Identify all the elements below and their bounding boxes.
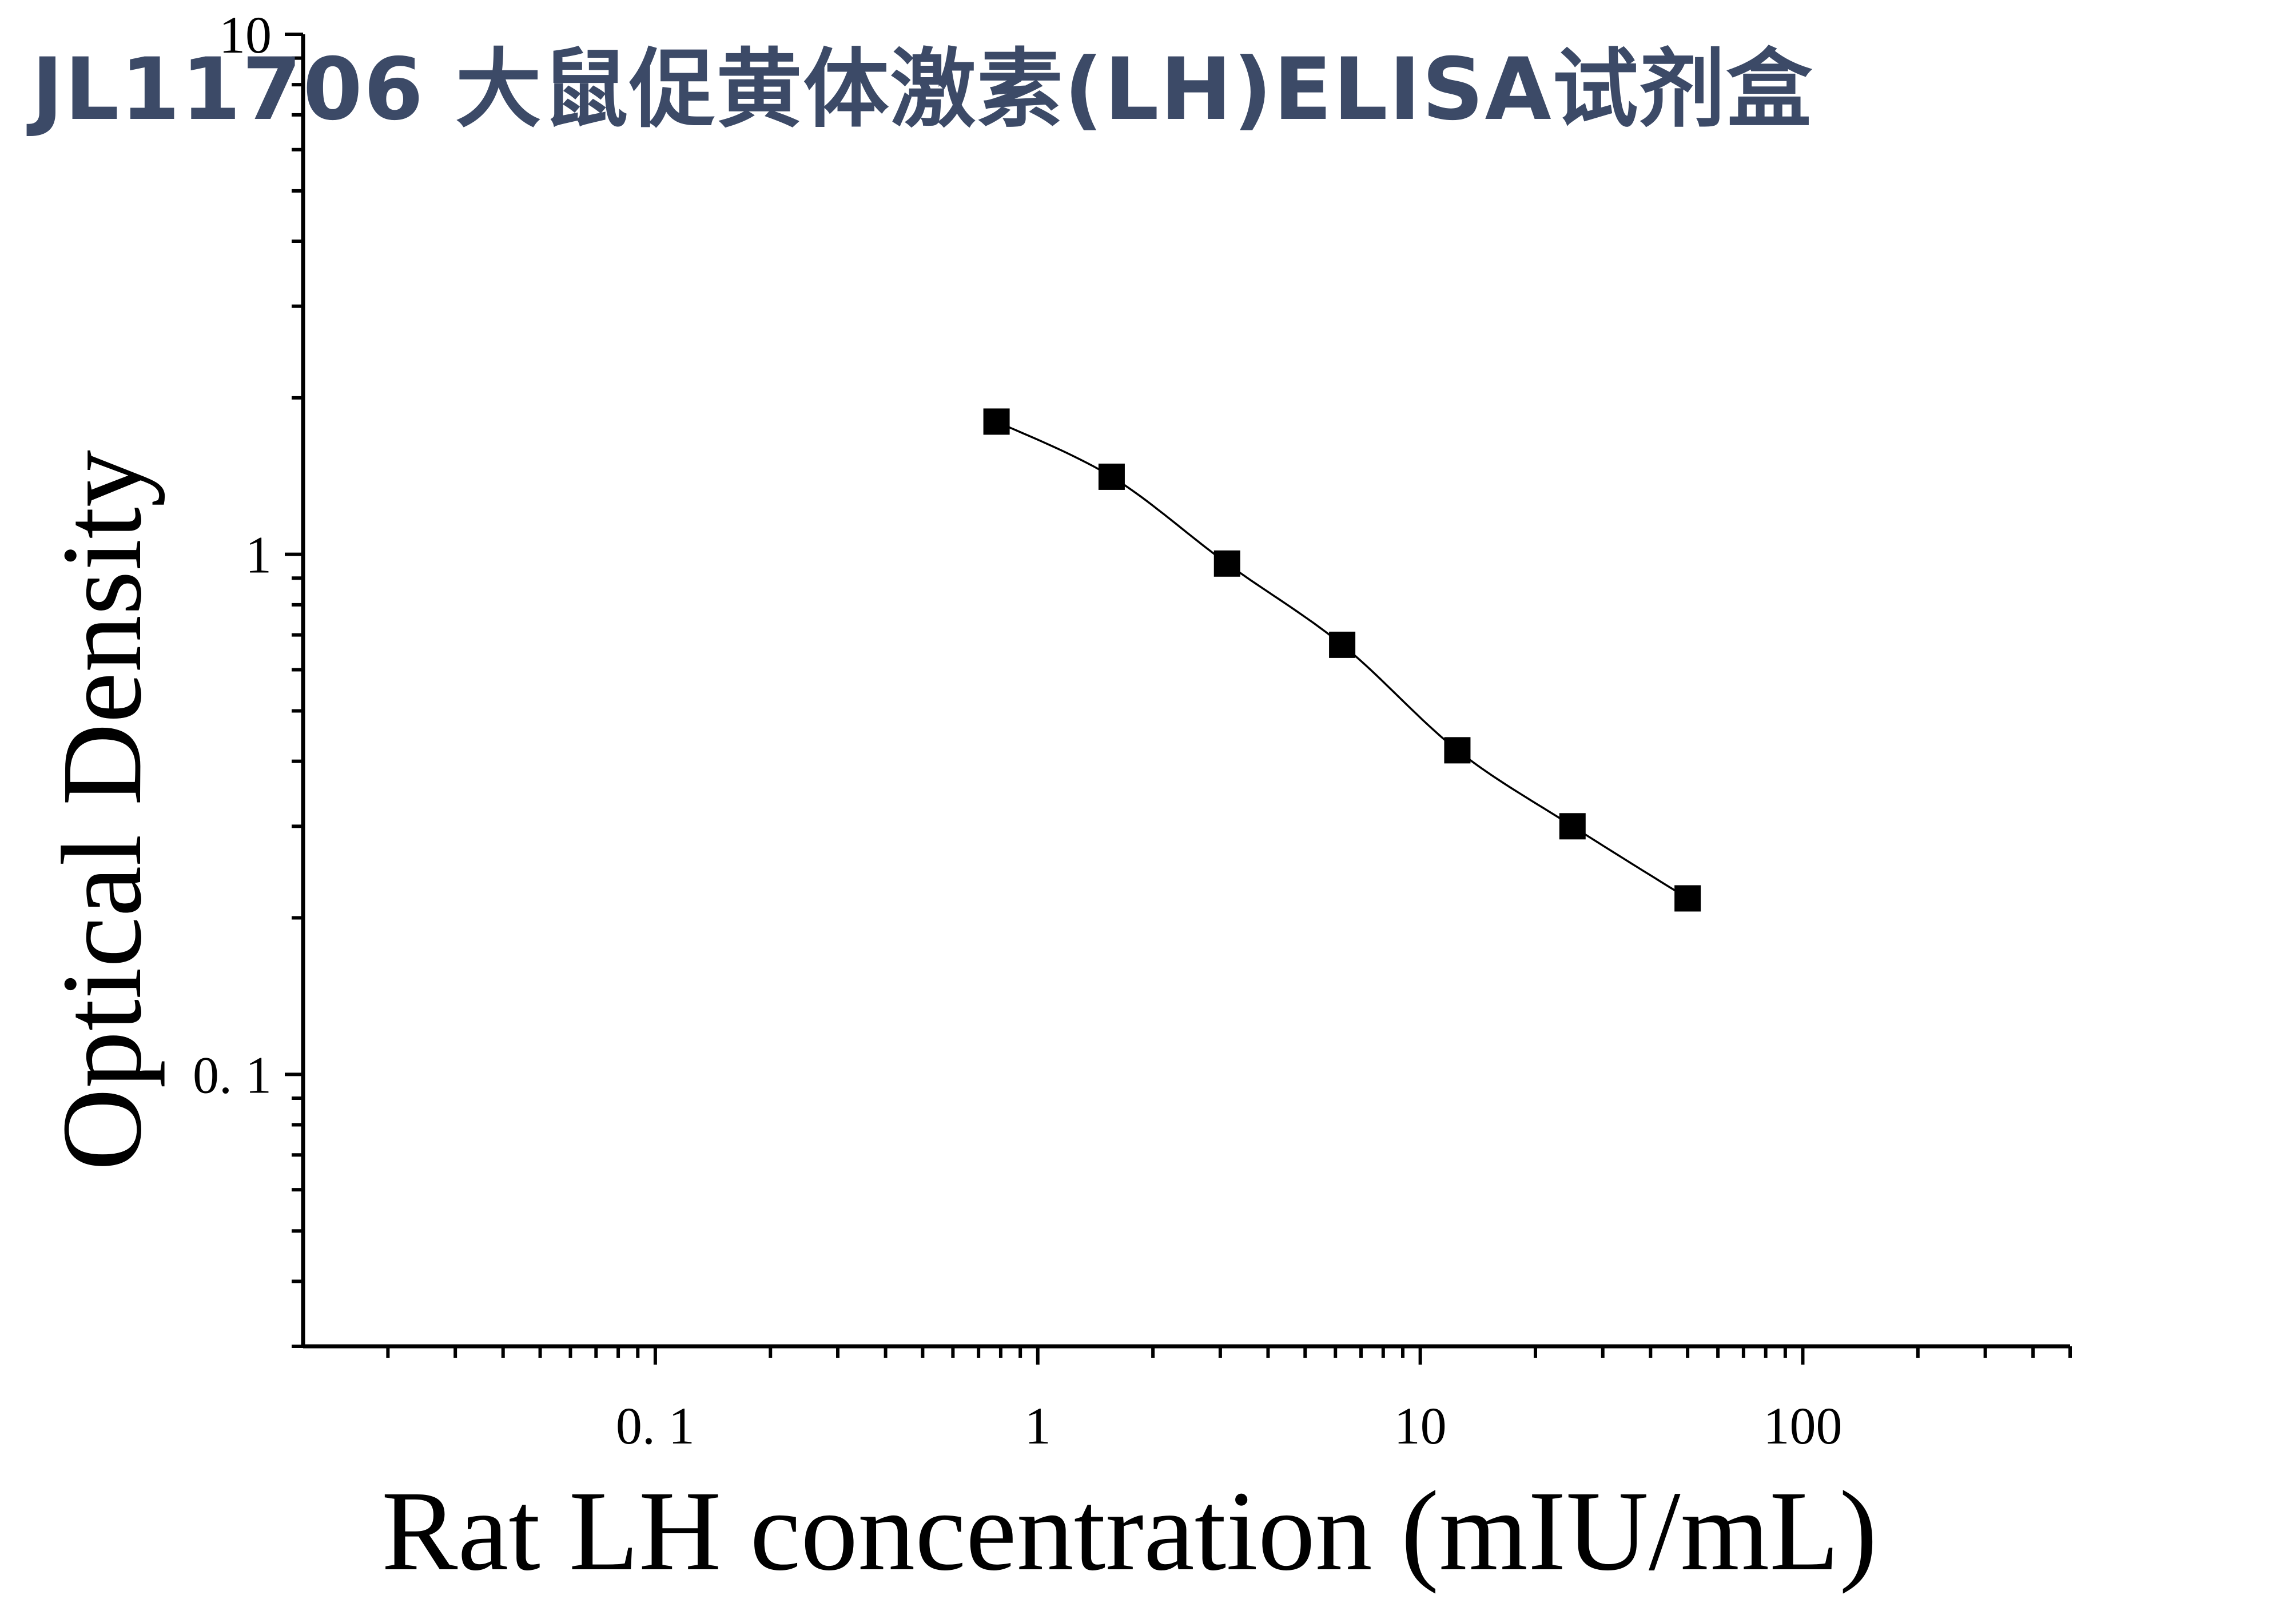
x-axis-label: Rat LH concentration (mIU/mL) — [381, 1468, 1877, 1594]
y-tick-label: 0. 1 — [193, 1046, 272, 1104]
data-point — [1098, 463, 1125, 490]
x-tick-label: 1 — [1025, 1397, 1051, 1455]
data-point — [1213, 550, 1240, 577]
data-point — [1444, 737, 1471, 764]
data-point — [1329, 631, 1356, 658]
x-tick-label: 10 — [1394, 1397, 1447, 1455]
y-tick-label: 10 — [219, 6, 272, 64]
page-title: JL11706 大鼠促黄体激素(LH)ELISA试剂盒 — [31, 40, 1813, 139]
data-point — [1559, 813, 1586, 840]
y-tick-label: 1 — [245, 526, 272, 584]
y-axis-label: Optical Density — [39, 450, 165, 1171]
x-tick-label: 0. 1 — [616, 1397, 695, 1455]
data-point — [983, 408, 1010, 435]
x-tick-label: 100 — [1763, 1397, 1842, 1455]
data-point — [1674, 885, 1701, 912]
